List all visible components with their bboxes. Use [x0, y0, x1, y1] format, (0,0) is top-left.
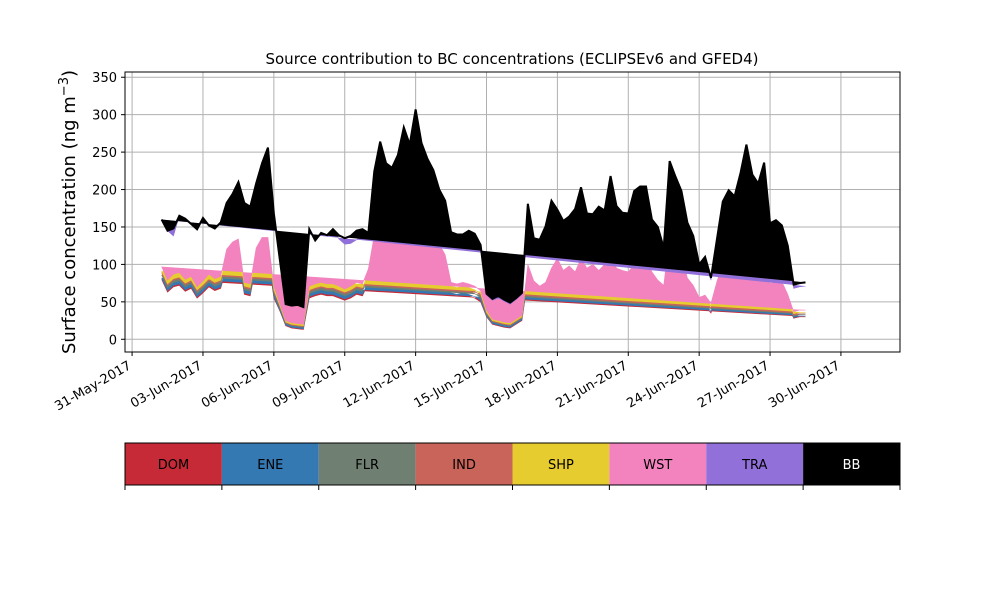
legend-swatch-wst [609, 443, 707, 485]
legend-swatch-ind [415, 443, 513, 485]
x-tick-label: 27-Jun-2017 [695, 358, 772, 411]
x-tick-label: 15-Jun-2017 [412, 358, 489, 411]
y-tick-label: 0 [109, 333, 117, 348]
x-tick-label: 12-Jun-2017 [341, 358, 418, 411]
y-tick-label: 300 [92, 109, 117, 124]
legend-label-ene: ENE [257, 458, 283, 473]
plot-frame [124, 71, 901, 353]
legend-label-dom: DOM [158, 458, 189, 473]
legend-swatch-shp [512, 443, 610, 485]
legend-swatch-flr [318, 443, 416, 485]
x-tick-label: 18-Jun-2017 [483, 358, 560, 411]
legend-swatch-tra [706, 443, 804, 485]
stacked-areas [160, 109, 806, 330]
x-tick-label: 31-May-2017 [52, 358, 134, 414]
total-line [160, 109, 806, 309]
x-axis: 31-May-201703-Jun-201706-Jun-201709-Jun-… [52, 352, 843, 414]
legend-swatch-bb [803, 443, 900, 485]
x-tick-label: 21-Jun-2017 [553, 358, 630, 411]
x-tick-label: 09-Jun-2017 [270, 358, 347, 411]
legend-label-flr: FLR [355, 458, 379, 473]
axes-frame [124, 71, 901, 353]
x-tick-label: 03-Jun-2017 [128, 358, 205, 411]
y-tick-label: 100 [92, 258, 117, 273]
x-tick-label: 06-Jun-2017 [199, 358, 276, 411]
legend-swatch-ene [221, 443, 319, 485]
x-tick-label: 30-Jun-2017 [766, 358, 843, 411]
y-axis-label: Surface concentration (ng m−3) [57, 70, 81, 354]
y-tick-label: 200 [92, 184, 117, 199]
legend-colorbar: DOM ENE FLR IND SHP WST TRA BB [124, 442, 901, 490]
legend-label-ind: IND [452, 458, 476, 473]
x-tick-label: 24-Jun-2017 [624, 358, 701, 411]
legend-label-wst: WST [643, 458, 672, 473]
legend-swatch-dom [125, 443, 222, 485]
y-tick-label: 350 [92, 71, 117, 86]
area-wst [161, 196, 806, 325]
legend-label-shp: SHP [548, 458, 574, 473]
y-tick-label: 50 [100, 296, 117, 311]
y-tick-label: 150 [92, 221, 117, 236]
y-tick-label: 250 [92, 146, 117, 161]
y-axis: 0 50 100 150 200 250 300 350 [92, 71, 125, 348]
legend-label-tra: TRA [741, 458, 767, 473]
legend-label-bb: BB [843, 458, 861, 473]
chart-title: Source contribution to BC concentrations… [265, 50, 758, 68]
